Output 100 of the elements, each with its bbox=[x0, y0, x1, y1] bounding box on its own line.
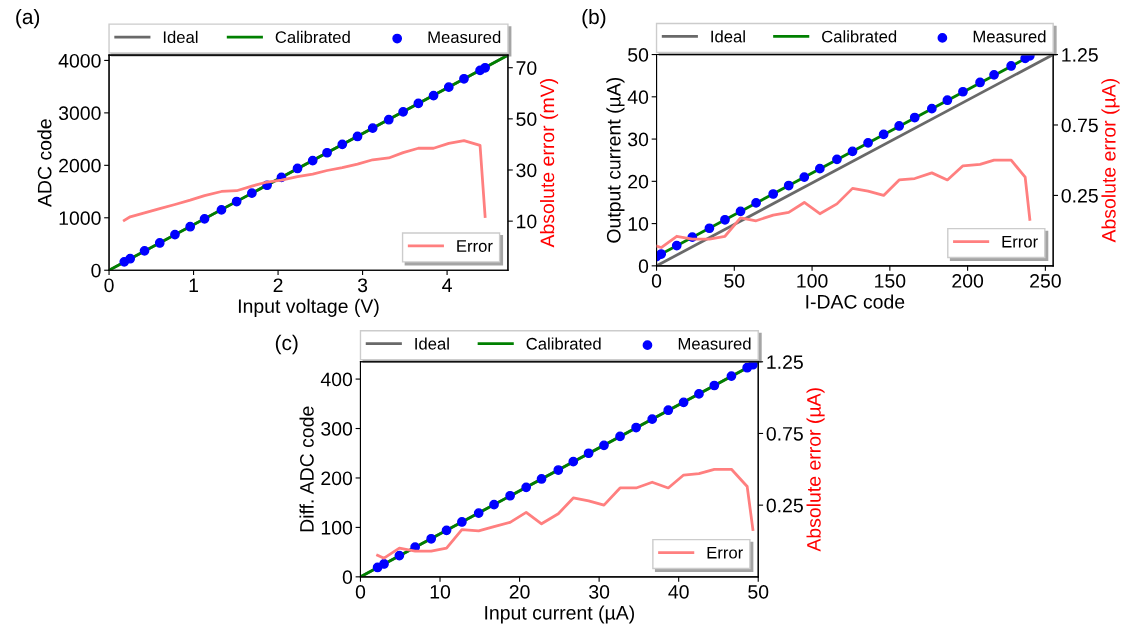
point bbox=[568, 456, 579, 467]
point bbox=[307, 155, 318, 166]
point bbox=[428, 90, 439, 101]
y-tick-label: 0 bbox=[342, 570, 353, 585]
point bbox=[216, 205, 227, 215]
y-axis-title: ADC code bbox=[37, 119, 52, 207]
x-tick-label: 0 bbox=[355, 584, 366, 599]
point bbox=[751, 198, 761, 208]
point bbox=[473, 508, 484, 518]
legend-label: Calibrated bbox=[275, 30, 350, 44]
y-tick-label: 40 bbox=[627, 90, 649, 105]
y-tick-label: 300 bbox=[321, 421, 353, 436]
y-tick-label: 2000 bbox=[59, 158, 101, 173]
point bbox=[480, 62, 490, 73]
point bbox=[489, 499, 499, 510]
y2-tick-label: 30 bbox=[516, 163, 537, 178]
point bbox=[413, 98, 424, 109]
x-tick-label: 100 bbox=[797, 274, 828, 288]
legend-label: Measured bbox=[428, 30, 501, 44]
y2-axis-title: Absolute error (µA) bbox=[806, 388, 825, 552]
point bbox=[553, 465, 564, 475]
point bbox=[426, 533, 437, 544]
legend-label: Error bbox=[457, 240, 493, 252]
y-tick-label: 3000 bbox=[58, 106, 101, 121]
legend-label: Ideal bbox=[711, 30, 745, 43]
point bbox=[139, 245, 150, 256]
legend-label: Ideal bbox=[163, 30, 198, 44]
point bbox=[814, 163, 825, 174]
point bbox=[505, 490, 515, 501]
point bbox=[337, 139, 348, 150]
x-axis-title: Input current (µA) bbox=[485, 605, 634, 624]
y-tick-label: 10 bbox=[628, 217, 649, 231]
y2-axis-title: Absolute error (mV) bbox=[539, 79, 559, 248]
point bbox=[154, 238, 165, 248]
y-tick-label: 30 bbox=[628, 132, 649, 147]
point bbox=[878, 129, 889, 140]
point bbox=[768, 189, 779, 199]
point bbox=[599, 440, 609, 451]
y2-tick-label: 0.75 bbox=[1061, 118, 1098, 133]
y2-tick-label: 0.25 bbox=[1061, 188, 1098, 203]
point bbox=[958, 86, 968, 97]
point bbox=[459, 73, 469, 84]
legend-label: Error bbox=[1002, 235, 1038, 248]
point bbox=[863, 138, 873, 148]
y2-axis-title: Absolute error (µA) bbox=[1101, 79, 1120, 243]
point bbox=[678, 397, 689, 408]
point bbox=[847, 146, 858, 157]
point bbox=[352, 131, 363, 142]
y2-tick-label: 50 bbox=[516, 112, 537, 127]
x-tick-label: 4 bbox=[442, 278, 452, 292]
point bbox=[170, 229, 180, 240]
y-tick-label: 0 bbox=[91, 263, 101, 278]
point bbox=[647, 414, 658, 424]
x-tick-label: 20 bbox=[509, 584, 530, 599]
point bbox=[367, 123, 378, 133]
y-tick-label: 100 bbox=[321, 520, 353, 535]
point bbox=[383, 114, 394, 125]
point bbox=[663, 405, 674, 416]
y-tick-label: 20 bbox=[628, 174, 649, 189]
x-tick-label: 50 bbox=[724, 274, 745, 288]
point bbox=[1006, 61, 1017, 71]
point bbox=[398, 106, 409, 117]
x-axis-title: Input voltage (V) bbox=[238, 298, 379, 317]
legend-label: Measured bbox=[973, 30, 1046, 43]
x-axis-title: I-DAC code bbox=[806, 294, 905, 309]
point bbox=[457, 517, 467, 527]
point bbox=[521, 482, 532, 493]
y-tick-label: 0 bbox=[638, 259, 649, 274]
point bbox=[292, 163, 303, 174]
legend-label: Calibrated bbox=[526, 337, 601, 350]
point bbox=[583, 448, 594, 459]
legend-label: Measured bbox=[678, 337, 751, 350]
point bbox=[975, 77, 985, 88]
x-tick-label: 1 bbox=[189, 278, 199, 292]
point bbox=[694, 389, 704, 399]
point bbox=[631, 422, 641, 433]
y-axis-title: Diff. ADC code bbox=[299, 406, 314, 532]
point bbox=[231, 196, 242, 207]
point bbox=[909, 112, 920, 123]
point bbox=[942, 95, 953, 106]
point bbox=[322, 147, 332, 158]
point bbox=[720, 214, 730, 225]
y2-tick-label: 1.25 bbox=[1062, 48, 1098, 62]
point bbox=[671, 240, 682, 251]
x-tick-label: 250 bbox=[1030, 274, 1061, 288]
point bbox=[748, 361, 758, 370]
chart-title: (b) bbox=[582, 8, 606, 29]
point bbox=[783, 180, 794, 191]
point bbox=[443, 82, 454, 93]
point bbox=[926, 103, 937, 114]
x-tick-label: 0 bbox=[104, 278, 114, 293]
y-tick-label: 4000 bbox=[58, 53, 101, 68]
point bbox=[247, 188, 257, 198]
x-tick-label: 10 bbox=[430, 584, 451, 599]
point bbox=[536, 474, 547, 484]
point bbox=[709, 380, 720, 391]
y2-tick-label: 10 bbox=[517, 214, 537, 229]
x-tick-label: 2 bbox=[273, 278, 283, 292]
y-tick-label: 1000 bbox=[59, 211, 101, 226]
point bbox=[704, 223, 715, 234]
